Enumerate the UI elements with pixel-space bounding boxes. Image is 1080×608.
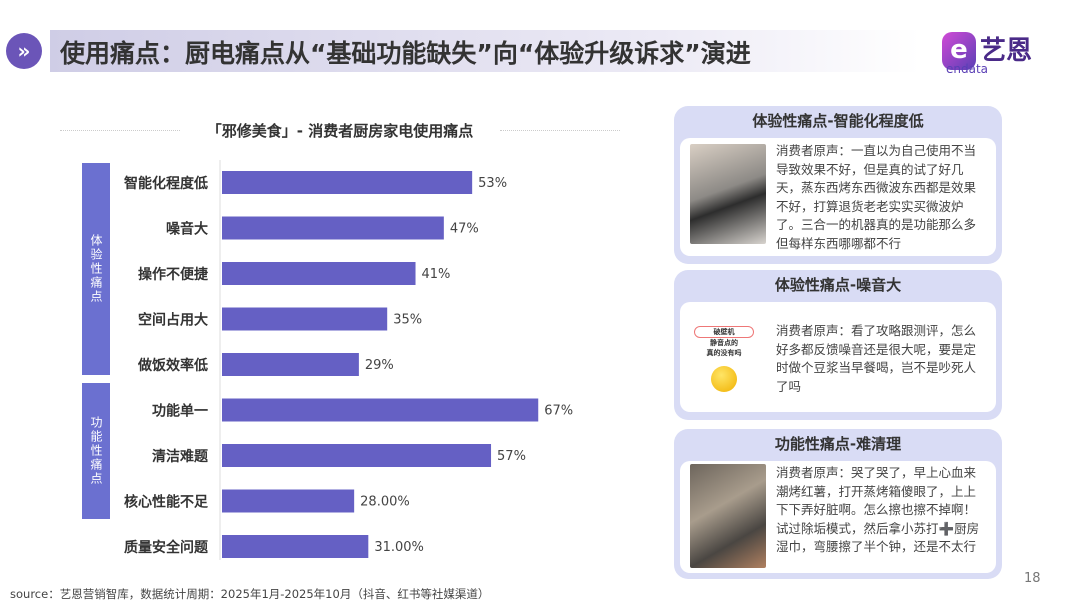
card-text: 消费者原声：哭了哭了，早上心血来潮烤红薯，打开蒸烤箱傻眼了，上上下下弄好脏啊。怎…	[776, 465, 980, 554]
data-label: 35%	[393, 313, 422, 328]
card-noise: 体验性痛点-噪音大 破壁机 静音点的 真的没有吗 消费者原声：看了攻略跟测评，怎…	[674, 270, 1002, 420]
bar	[222, 262, 416, 285]
card-smart: 体验性痛点-智能化程度低 消费者原声：一直以为自己使用不当导致效果不好，但是真的…	[674, 106, 1002, 264]
bar-chart: 智能化程度低 53% 噪音大 47% 操作不便捷 41% 空间占用大 35% 做饭效率低 29% 功…	[123, 160, 573, 560]
bar	[222, 398, 539, 422]
group-band-experience: 体验性痛点	[82, 163, 110, 375]
data-label: 41%	[422, 267, 451, 282]
card-title: 功能性痛点-难清理	[774, 435, 902, 453]
category-label: 清洁难题	[152, 448, 209, 465]
logo-en: endata	[946, 62, 989, 76]
data-label: 29%	[365, 358, 394, 373]
bar	[222, 444, 492, 467]
dirty-oven-photo	[690, 464, 766, 568]
logo-cn: 艺恩	[980, 36, 1033, 66]
bar	[222, 171, 473, 194]
card-title: 体验性痛点-智能化程度低	[752, 112, 924, 130]
logo: e 艺恩 endata	[942, 30, 1052, 76]
card-text: 消费者原声：看了攻略跟测评，怎么好多都反馈噪音还是很大呢，要是定时做个豆浆当早餐…	[776, 323, 977, 394]
data-label: 53%	[478, 176, 507, 191]
category-label: 核心性能不足	[124, 494, 209, 511]
group-band-function: 功能性痛点	[82, 383, 110, 519]
bar	[222, 353, 359, 376]
data-label: 57%	[497, 449, 526, 464]
category-label: 做饭效率低	[137, 357, 208, 374]
bar	[222, 489, 355, 513]
category-label: 功能单一	[152, 403, 208, 420]
category-label: 噪音大	[166, 221, 208, 238]
source-note: source：艺恩营销智库，数据统计周期：2025年1月-2025年10月（抖音…	[10, 587, 490, 601]
card-title: 体验性痛点-噪音大	[774, 276, 902, 294]
page-number: 18	[1024, 571, 1041, 586]
sweat-emoji-icon	[711, 366, 737, 392]
oven-photo	[690, 144, 766, 244]
category-label: 智能化程度低	[123, 175, 208, 192]
category-label: 空间占用大	[138, 312, 208, 329]
data-label: 67%	[544, 404, 573, 419]
data-label: 31.00%	[374, 540, 424, 555]
page-title: 使用痛点：厨电痛点从“基础功能缺失”向“体验升级诉求”演进	[60, 39, 751, 68]
double-chevron-right-icon: »	[6, 33, 42, 69]
logo-mark: e	[942, 32, 976, 70]
meme-image: 破壁机 静音点的 真的没有吗	[694, 326, 754, 392]
data-label: 28.00%	[360, 495, 410, 510]
category-label: 操作不便捷	[138, 266, 209, 283]
header-bar	[50, 30, 920, 72]
data-label: 47%	[450, 222, 479, 237]
bar	[222, 307, 388, 331]
chart-title: 「邪修美食」- 消费者厨房家电使用痛点	[60, 120, 620, 141]
bar	[222, 535, 369, 558]
category-label: 质量安全问题	[124, 539, 209, 556]
card-text: 消费者原声：一直以为自己使用不当导致效果不好，但是真的试了好几天，蒸东西烤东西微…	[776, 143, 977, 251]
bar	[222, 216, 444, 240]
card-clean: 功能性痛点-难清理 消费者原声：哭了哭了，早上心血来潮烤红薯，打开蒸烤箱傻眼了，…	[674, 429, 1002, 579]
